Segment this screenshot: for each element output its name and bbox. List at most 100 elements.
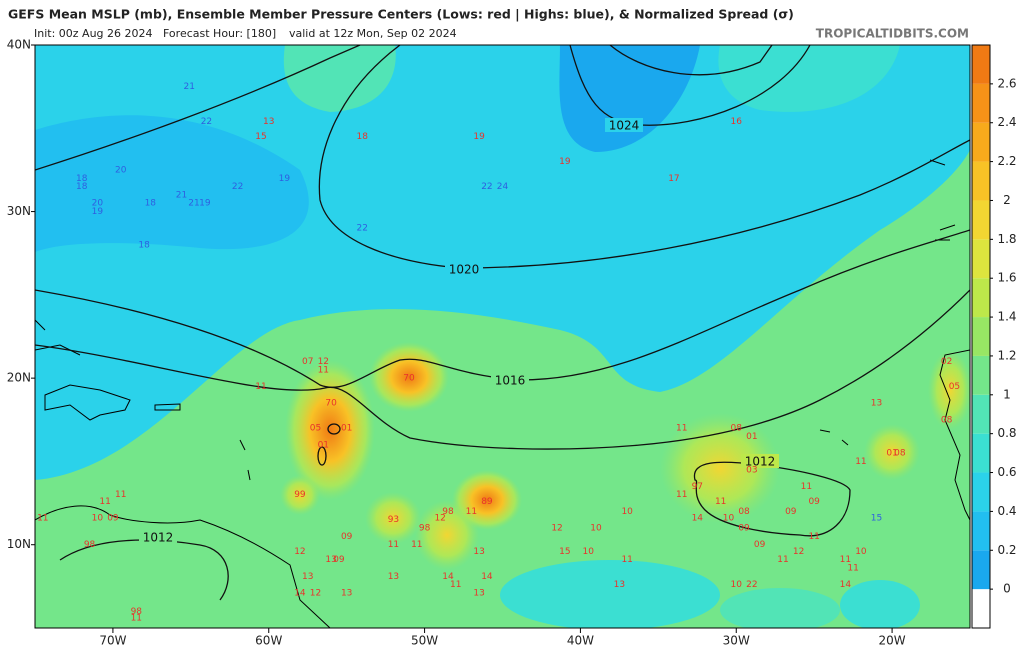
x-tick-label: 30W <box>723 634 750 648</box>
low-center: 16 <box>731 117 743 127</box>
low-center: 98 <box>131 607 143 617</box>
low-center: 11 <box>37 514 48 524</box>
low-center: 11 <box>99 497 110 507</box>
low-center: 14 <box>442 572 454 582</box>
low-center: 09 <box>754 540 766 550</box>
low-center: 12 <box>551 524 562 534</box>
low-center: 05 <box>310 424 321 434</box>
low-center: 17 <box>668 174 679 184</box>
low-center: 11 <box>388 540 399 550</box>
low-center: 09 <box>341 532 353 542</box>
colorbar-band <box>972 200 990 240</box>
low-center: 97 <box>692 482 703 492</box>
high-center: 19 <box>92 207 104 217</box>
title: GEFS Mean MSLP (mb), Ensemble Member Pre… <box>8 7 794 22</box>
isobar-label-bg <box>139 530 177 544</box>
low-center: 70 <box>325 399 337 409</box>
low-center: 98 <box>419 524 431 534</box>
colorbar-tick-label: 1.8 <box>997 232 1016 246</box>
low-center: 01 <box>318 440 329 450</box>
low-center: 09 <box>107 514 119 524</box>
low-center: 89 <box>481 497 493 507</box>
low-center: 14 <box>840 580 852 590</box>
x-tick-label: 70W <box>99 634 126 648</box>
y-tick-label: 40N <box>7 38 31 52</box>
high-center: 21 <box>176 190 187 200</box>
colorbar-tick-label: 1 <box>1003 387 1011 401</box>
low-center: 02 <box>941 357 952 367</box>
low-center: 08 <box>894 449 906 459</box>
low-center: 14 <box>692 514 704 524</box>
isobar-label: 1024 <box>609 119 640 133</box>
low-center: 93 <box>388 515 399 525</box>
colorbar-tick-label: 1.6 <box>997 271 1016 285</box>
low-center: 70 <box>403 374 415 384</box>
isobar-label-bg <box>741 454 779 468</box>
colorbar-band <box>972 355 990 395</box>
low-center: 10 <box>92 514 104 524</box>
high-center: 20 <box>92 199 104 209</box>
colorbar-band <box>972 45 990 84</box>
high-center: 21 <box>184 82 195 92</box>
low-center: 08 <box>731 424 743 434</box>
colorbar-tick-label: 1.4 <box>997 310 1016 324</box>
high-center: 22 <box>201 117 212 127</box>
init-time: Init: 00z Aug 26 2024 <box>34 27 153 40</box>
source: TROPICALTIDBITS.COM <box>816 27 969 41</box>
high-center: 18 <box>76 182 88 192</box>
high-center: 24 <box>497 182 509 192</box>
low-center: 12 <box>793 547 804 557</box>
low-center: 11 <box>466 507 477 517</box>
low-center: 13 <box>325 555 336 565</box>
colorbar-tick-label: 0.4 <box>997 504 1016 518</box>
colorbar-band <box>972 589 990 628</box>
isobar-label-bg <box>491 373 529 387</box>
isobar-label: 1016 <box>495 374 526 388</box>
low-center: 11 <box>676 424 687 434</box>
high-center: 20 <box>115 165 127 175</box>
colorbar-tick-label: 2 <box>1003 193 1011 207</box>
colorbar-band <box>972 550 990 590</box>
low-center: 15 <box>255 132 266 142</box>
low-center: 13 <box>341 589 352 599</box>
colorbar-band <box>972 239 990 279</box>
low-center: 10 <box>590 524 602 534</box>
low-center: 11 <box>715 497 726 507</box>
low-center: 09 <box>333 555 345 565</box>
coastlines <box>35 159 970 628</box>
low-center: 10 <box>731 580 743 590</box>
low-center: 14 <box>294 589 306 599</box>
colorbar-band <box>972 161 990 201</box>
colorbar-tick-label: 2.4 <box>997 115 1016 129</box>
isobar-label: 1012 <box>143 531 174 545</box>
y-tick-label: 30N <box>7 204 31 218</box>
y-tick-label: 20N <box>7 371 31 385</box>
low-center: 01 <box>886 449 897 459</box>
valid-time: valid at 12z Mon, Sep 02 2024 <box>289 27 457 40</box>
low-center: 11 <box>847 564 858 574</box>
low-center: 14 <box>481 572 493 582</box>
low-center: 11 <box>115 490 126 500</box>
low-center: 13 <box>614 580 625 590</box>
low-center: 10 <box>582 547 594 557</box>
colorbar-tick-label: 0.2 <box>997 543 1016 557</box>
high-center: 15 <box>871 514 882 524</box>
low-center: 99 <box>294 490 306 500</box>
low-center: 12 <box>294 547 305 557</box>
isobar-label: 1012 <box>745 455 776 469</box>
high-center: 21 <box>188 199 199 209</box>
low-center: 13 <box>388 572 399 582</box>
colorbar-tick-label: 2.2 <box>997 154 1016 168</box>
low-center: 11 <box>777 555 788 565</box>
low-center: 05 <box>949 382 960 392</box>
low-center: 11 <box>318 365 329 375</box>
low-center: 12 <box>318 357 329 367</box>
low-center: 01 <box>746 432 757 442</box>
forecast-hour: Forecast Hour: [180] <box>163 27 276 40</box>
low-center: 03 <box>746 465 757 475</box>
map-frame <box>34 44 971 629</box>
high-center: 22 <box>481 182 492 192</box>
low-center: 13 <box>263 117 274 127</box>
colorbar-tick-label: 2.6 <box>997 76 1016 90</box>
